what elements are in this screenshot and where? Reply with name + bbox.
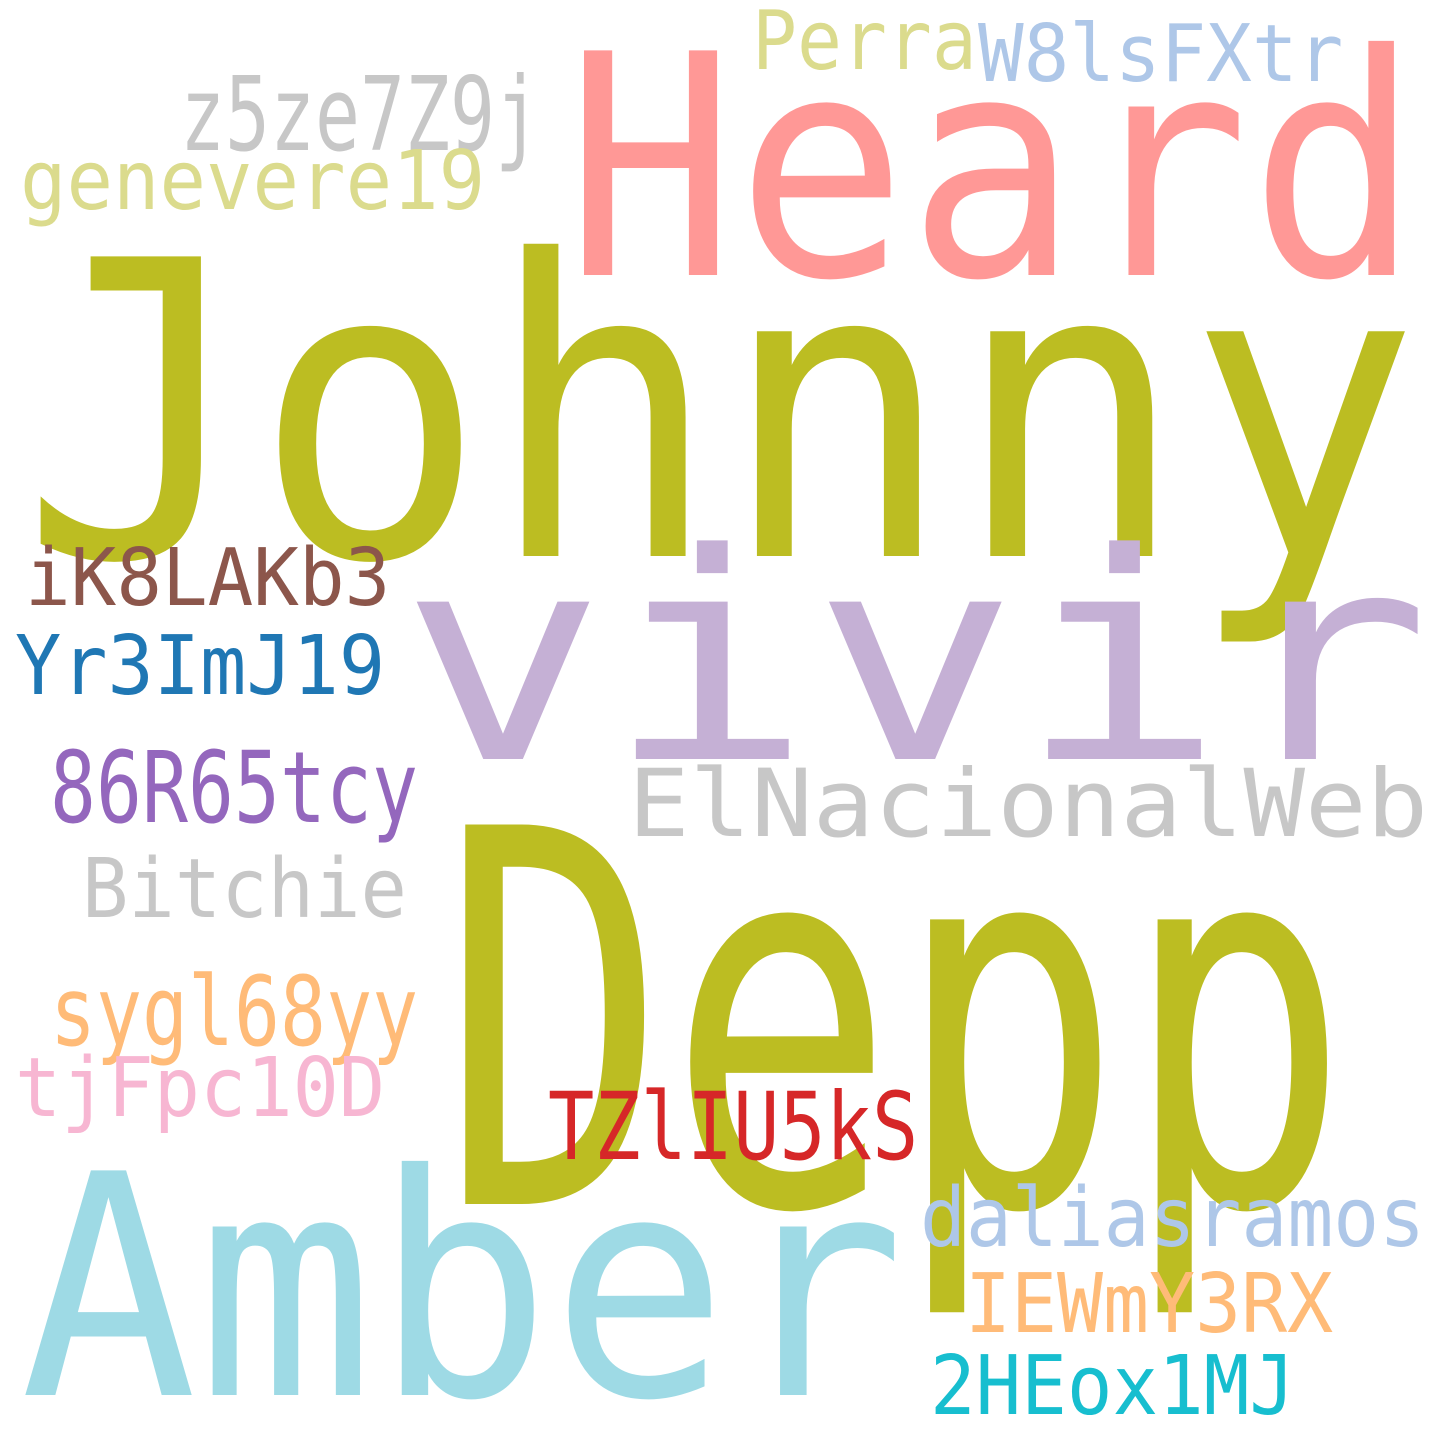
word-perra: Perra bbox=[752, 0, 977, 89]
word-elnacionalweb: ElNacionalWeb bbox=[628, 749, 1429, 859]
word-vivir: vivir bbox=[400, 491, 1431, 827]
word-tzliu5ks: TZlIU5kS bbox=[548, 1072, 919, 1182]
word-2heox1mj: 2HEox1MJ bbox=[930, 1338, 1295, 1434]
word-ik8lakb3: iK8LAKb3 bbox=[25, 531, 391, 625]
word-daliasramos: daliasramos bbox=[920, 1170, 1426, 1266]
word-amber: Amber bbox=[20, 1108, 906, 1440]
word-86r65tcy: 86R65tcy bbox=[50, 731, 419, 847]
word-iewmy3rx: IEWmY3RX bbox=[965, 1256, 1334, 1352]
word-genevere19: genevere19 bbox=[20, 133, 486, 229]
word-w8lsfxtr: W8lsFXtr bbox=[978, 7, 1344, 101]
word-johnny: Johnny bbox=[20, 175, 1421, 654]
word-sygl68yy: sygl68yy bbox=[50, 956, 419, 1069]
word-depp: Depp bbox=[440, 720, 1351, 1327]
word-heard: Heard bbox=[565, 0, 1421, 348]
word-yr3imj19: Yr3ImJ19 bbox=[15, 618, 386, 714]
word-z5ze7z9j: z5ze7Z9j bbox=[180, 55, 541, 175]
word-bitchie: Bitchie bbox=[82, 841, 407, 937]
word-tjfpc10d: tjFpc10D bbox=[15, 1040, 386, 1136]
